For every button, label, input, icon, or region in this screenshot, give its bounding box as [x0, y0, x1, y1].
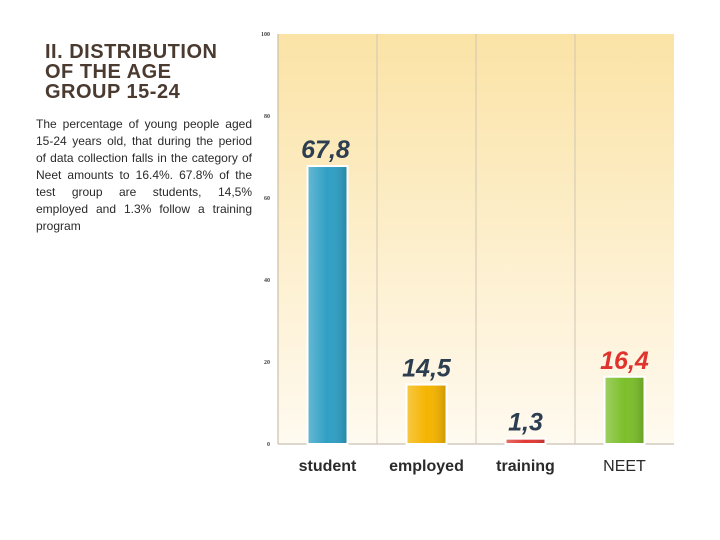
value-label-student: 67,8	[301, 136, 350, 164]
value-label-training: 1,3	[508, 409, 543, 437]
y-tick-label: 20	[264, 360, 270, 366]
value-label-neet: 16,4	[600, 347, 649, 375]
bar-highlight	[407, 385, 446, 443]
y-tick-label: 80	[264, 114, 270, 120]
y-tick-label: 40	[264, 278, 270, 284]
category-label-neet: NEET	[603, 458, 646, 475]
bar-highlight	[605, 377, 644, 443]
y-tick-label: 100	[261, 32, 270, 38]
bar-highlight	[506, 439, 545, 443]
y-tick-label: 0	[267, 442, 270, 448]
value-label-employed: 14,5	[402, 355, 452, 383]
bar-highlight	[308, 167, 347, 443]
category-label-student: student	[299, 458, 357, 475]
category-label-training: training	[496, 458, 555, 475]
y-tick-label: 60	[264, 196, 270, 202]
slide-description: The percentage of young people aged 15-2…	[36, 117, 252, 233]
slide-title: II. DISTRIBUTION OF THE AGE GROUP 15-24	[45, 41, 218, 103]
category-label-employed: employed	[389, 458, 464, 475]
